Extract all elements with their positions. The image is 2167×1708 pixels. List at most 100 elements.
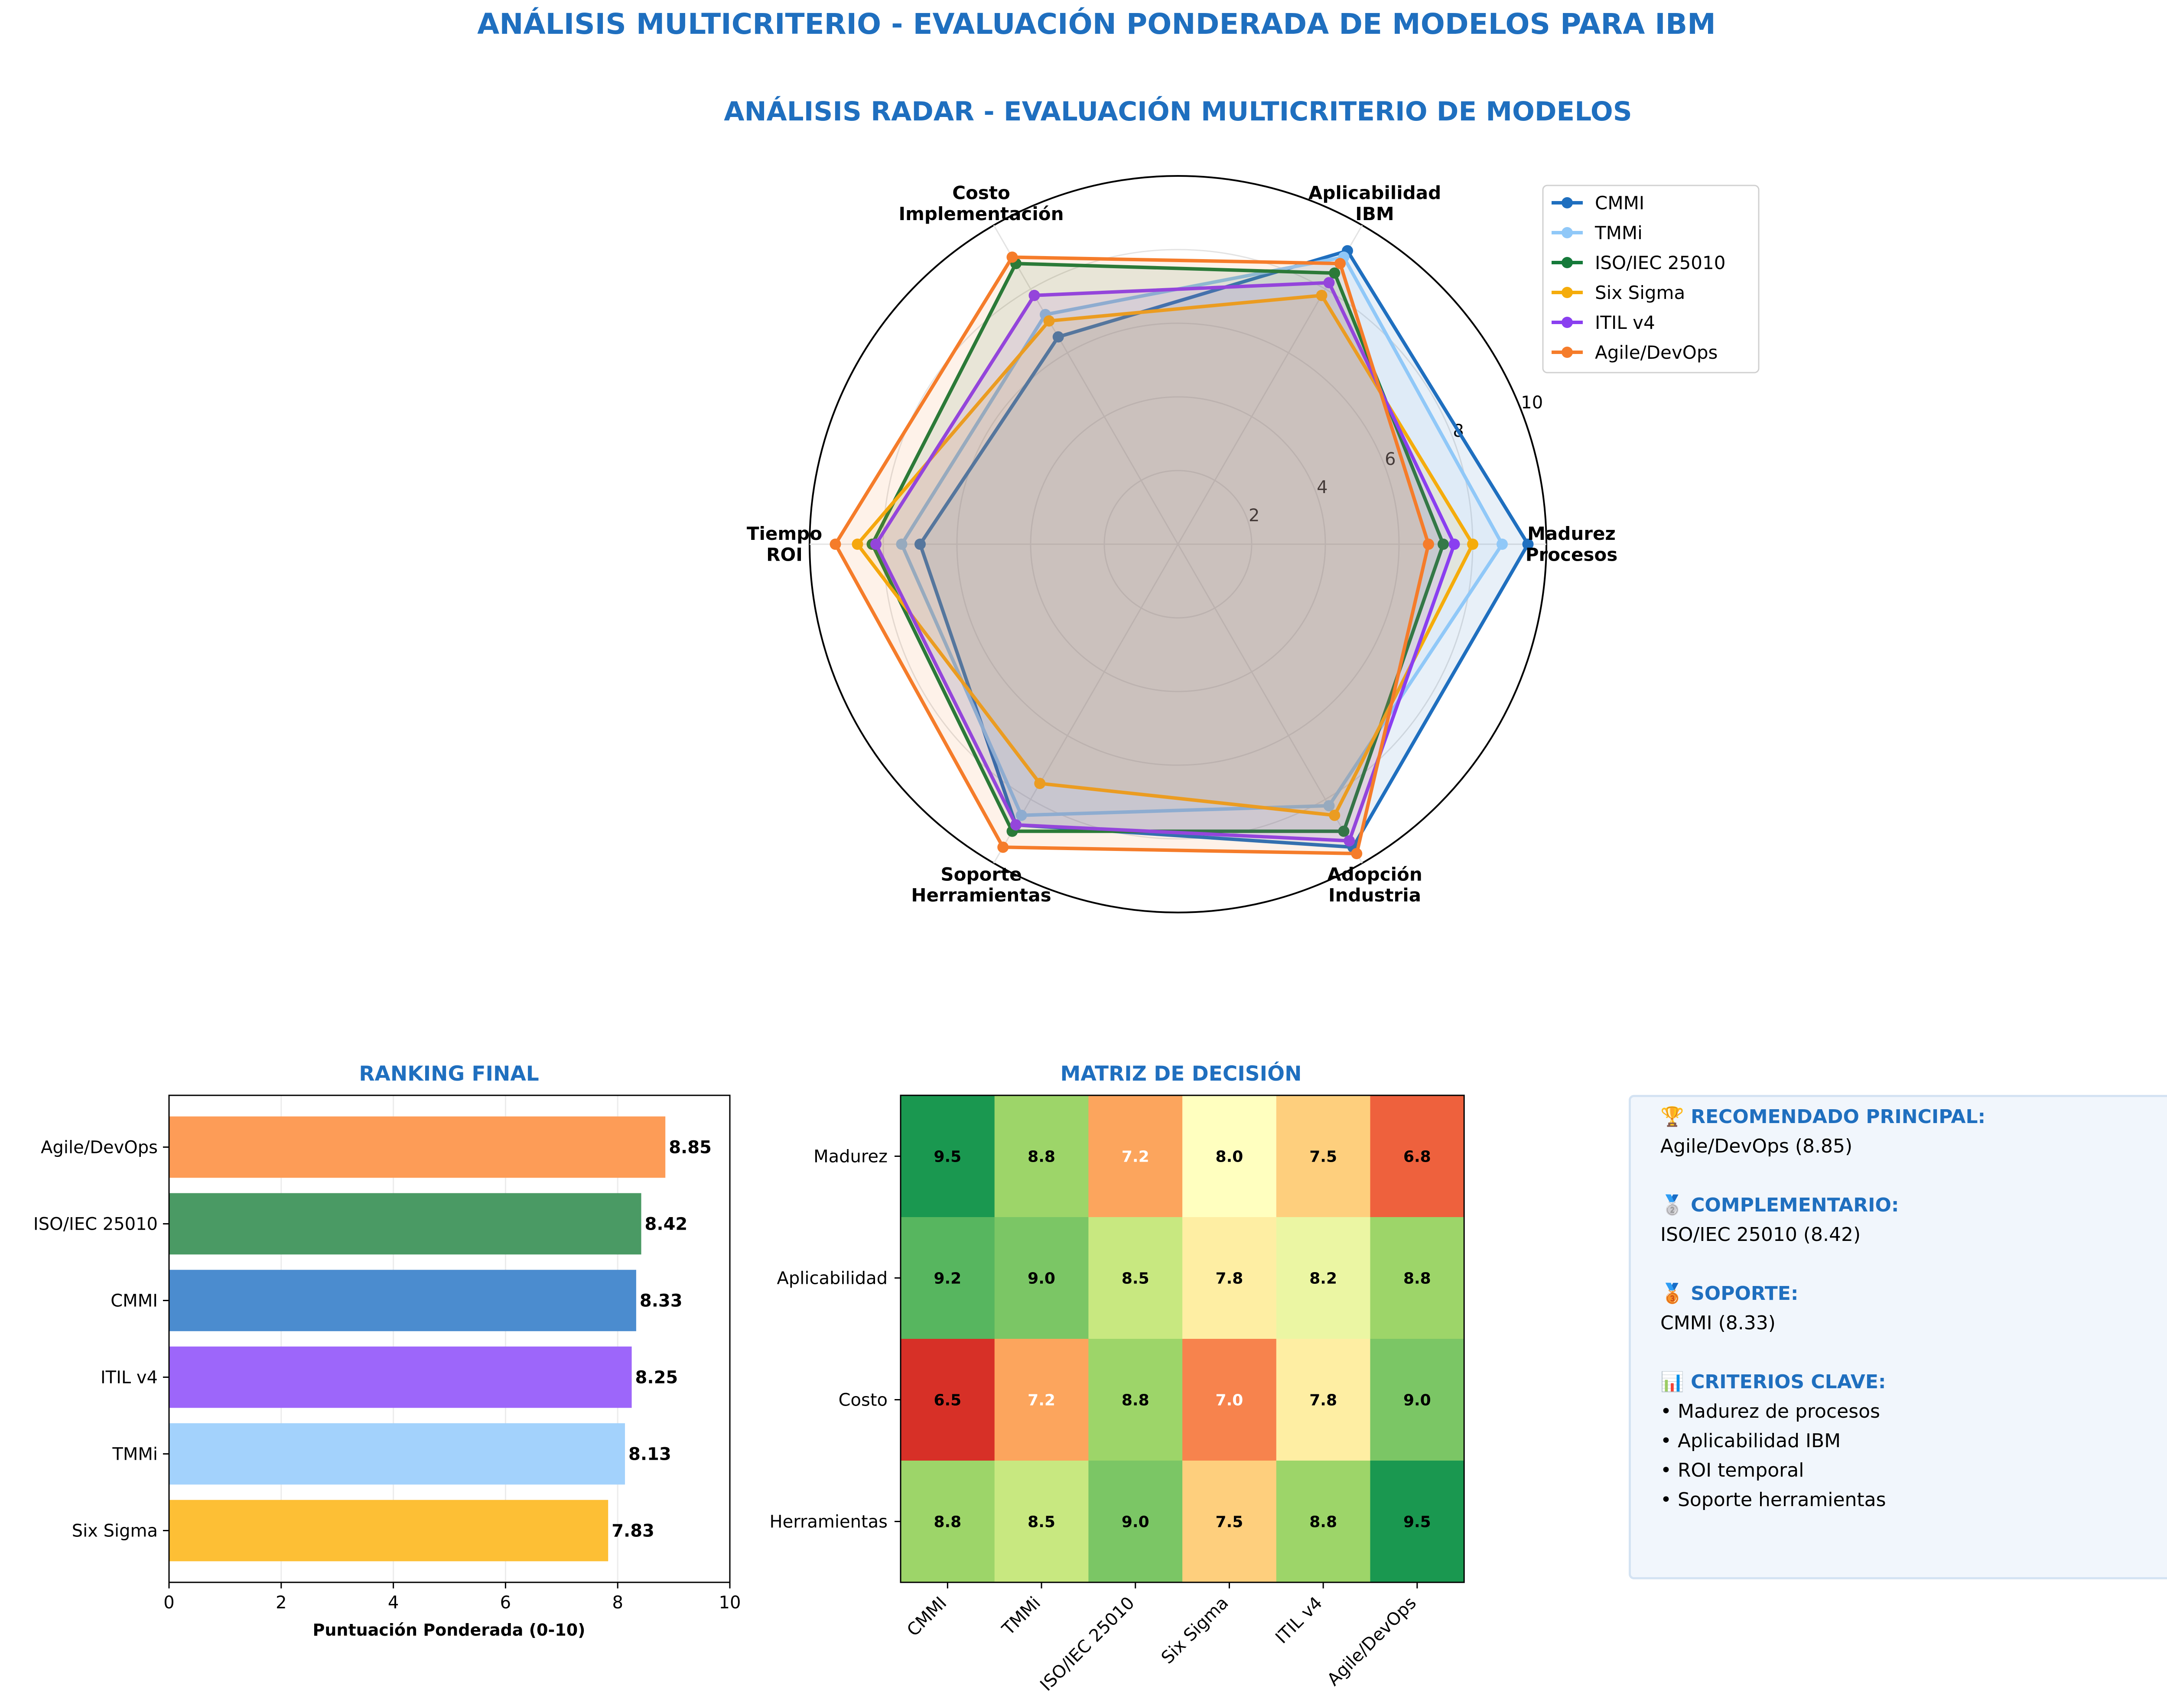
- heatmap-cell: [1370, 1095, 1464, 1218]
- principal-value: Agile/DevOps (8.85): [1660, 1135, 1853, 1157]
- complementario-header: 🥈 COMPLEMENTARIO:: [1660, 1194, 1899, 1216]
- heatmap-frame: [900, 1094, 1465, 1583]
- ranking-bar: [169, 1116, 666, 1178]
- heatmap-cell: [1182, 1217, 1277, 1339]
- heatmap-cell: [1182, 1461, 1277, 1583]
- radar-series-fill: [872, 263, 1443, 831]
- radar-point: [1323, 800, 1335, 812]
- radar-axis-label: Costo Implementación: [899, 182, 1064, 224]
- criterio-item: • Madurez de procesos: [1660, 1400, 1880, 1422]
- heatmap-row-label: Costo: [839, 1390, 888, 1410]
- heatmap-cell-label: 8.8: [1403, 1270, 1431, 1288]
- heatmap-cell-label: 7.2: [1122, 1148, 1149, 1166]
- heatmap-cell: [1088, 1461, 1183, 1583]
- radar-point: [1015, 809, 1027, 821]
- heatmap-cell-label: 8.8: [934, 1513, 961, 1531]
- radar-axis-label: Soporte Herramientas: [911, 864, 1051, 906]
- radar-series-fill: [835, 257, 1428, 854]
- recommendation-text: 🏆 RECOMENDADO PRINCIPAL: Agile/DevOps (8…: [1660, 1102, 1985, 1515]
- ranking-xtick-label: 6: [500, 1593, 511, 1613]
- heatmap-row-label: Aplicabilidad: [777, 1269, 888, 1289]
- radar-spoke: [993, 544, 1179, 864]
- ranking-bar: [169, 1270, 636, 1331]
- heatmap-cell: [994, 1217, 1089, 1339]
- radar-point: [1448, 539, 1460, 550]
- radar-point: [1344, 835, 1355, 847]
- heatmap-column-label: CMMI: [903, 1593, 950, 1640]
- radar-axis-label: Aplicabilidad IBM: [1308, 182, 1441, 224]
- heatmap-cell: [1370, 1339, 1464, 1461]
- ranking-value-label: 8.33: [640, 1291, 683, 1311]
- radar-point: [1351, 848, 1363, 860]
- ranking-xtick-label: 4: [388, 1593, 399, 1613]
- heatmap-cell-label: 7.2: [1028, 1392, 1055, 1409]
- heatmap-cell: [1276, 1339, 1371, 1461]
- radar-point: [1052, 331, 1064, 343]
- heatmap-column-label: ITIL v4: [1272, 1593, 1326, 1648]
- heatmap-cell-label: 9.5: [1403, 1513, 1431, 1531]
- legend-swatch-marker: [1562, 197, 1573, 208]
- heatmap-cell: [994, 1339, 1089, 1461]
- ranking-category-label: ITIL v4: [101, 1368, 158, 1388]
- heatmap-cell-label: 7.5: [1216, 1513, 1243, 1531]
- soporte-header: 🥉 SOPORTE:: [1660, 1283, 1799, 1305]
- radar-point: [1010, 819, 1022, 831]
- heatmap-cell: [1182, 1339, 1277, 1461]
- legend-label: ISO/IEC 25010: [1595, 252, 1725, 273]
- heatmap-column-label: Agile/DevOps: [1324, 1593, 1420, 1690]
- ranking-category-label: ISO/IEC 25010: [33, 1214, 158, 1234]
- heatmap-cell-label: 7.5: [1309, 1148, 1337, 1166]
- radar-axis-label: Madurez Procesos: [1526, 523, 1618, 565]
- radar-point: [870, 539, 882, 550]
- radar-point: [1034, 778, 1046, 789]
- heatmap-cell: [901, 1339, 995, 1461]
- ranking-category-label: CMMI: [111, 1291, 158, 1311]
- radar-point: [1467, 539, 1478, 550]
- radar-axis-label: Adopción Industria: [1327, 864, 1422, 906]
- heatmap-cell: [1276, 1217, 1371, 1339]
- legend-swatch-marker: [1562, 347, 1573, 358]
- legend-label: TMMi: [1594, 222, 1643, 244]
- radar-point: [1043, 315, 1055, 327]
- radar-point: [1423, 539, 1434, 550]
- legend-label: CMMI: [1595, 192, 1644, 214]
- heatmap-cell-label: 8.2: [1309, 1270, 1337, 1288]
- heatmap-cell-label: 7.8: [1216, 1270, 1243, 1288]
- criterio-item: • ROI temporal: [1660, 1459, 1804, 1481]
- heatmap-title: MATRIZ DE DECISIÓN: [1061, 1062, 1302, 1086]
- radar-series-fill: [876, 283, 1454, 841]
- complementario-value: ISO/IEC 25010 (8.42): [1660, 1224, 1861, 1246]
- radar-tick-label: 4: [1317, 477, 1328, 497]
- radar-point: [1438, 539, 1449, 550]
- criterios-header: 📊 CRITERIOS CLAVE:: [1660, 1371, 1886, 1393]
- radar-chart: ANÁLISIS RADAR - EVALUACIÓN MULTICRITERI…: [724, 96, 1760, 913]
- heatmap-cell-label: 7.0: [1216, 1392, 1243, 1409]
- legend-swatch-marker: [1562, 287, 1573, 298]
- radar-point: [1329, 267, 1341, 279]
- radar-tick-label: 6: [1385, 449, 1396, 469]
- heatmap-cell: [994, 1461, 1089, 1583]
- ranking-title: RANKING FINAL: [359, 1062, 539, 1086]
- heatmap-cell: [901, 1095, 995, 1218]
- radar-point: [1329, 809, 1341, 821]
- heatmap-cell: [1088, 1095, 1183, 1218]
- radar-axis-label: Tiempo ROI: [747, 523, 822, 565]
- heatmap-cell-label: 8.8: [1309, 1513, 1337, 1531]
- heatmap-cell-label: 9.2: [934, 1270, 961, 1288]
- ranking-bar: [169, 1346, 632, 1408]
- heatmap-cell-label: 9.5: [934, 1148, 961, 1166]
- soporte-value: CMMI (8.33): [1660, 1312, 1776, 1334]
- heatmap-cell-label: 8.5: [1028, 1513, 1055, 1531]
- criterio-item: • Soporte herramientas: [1660, 1489, 1886, 1511]
- radar-point: [1316, 289, 1328, 301]
- ranking-chart: RANKING FINAL Puntuación Ponderada (0-10…: [33, 1062, 741, 1640]
- heatmap-column-label: ISO/IEC 25010: [1036, 1593, 1139, 1695]
- ranking-bar: [169, 1500, 608, 1562]
- legend-swatch-marker: [1562, 227, 1573, 238]
- ranking-value-label: 8.13: [628, 1445, 671, 1464]
- ranking-xtick-label: 0: [163, 1593, 174, 1613]
- criterio-item: • Aplicabilidad IBM: [1660, 1430, 1841, 1452]
- radar-point: [852, 539, 863, 550]
